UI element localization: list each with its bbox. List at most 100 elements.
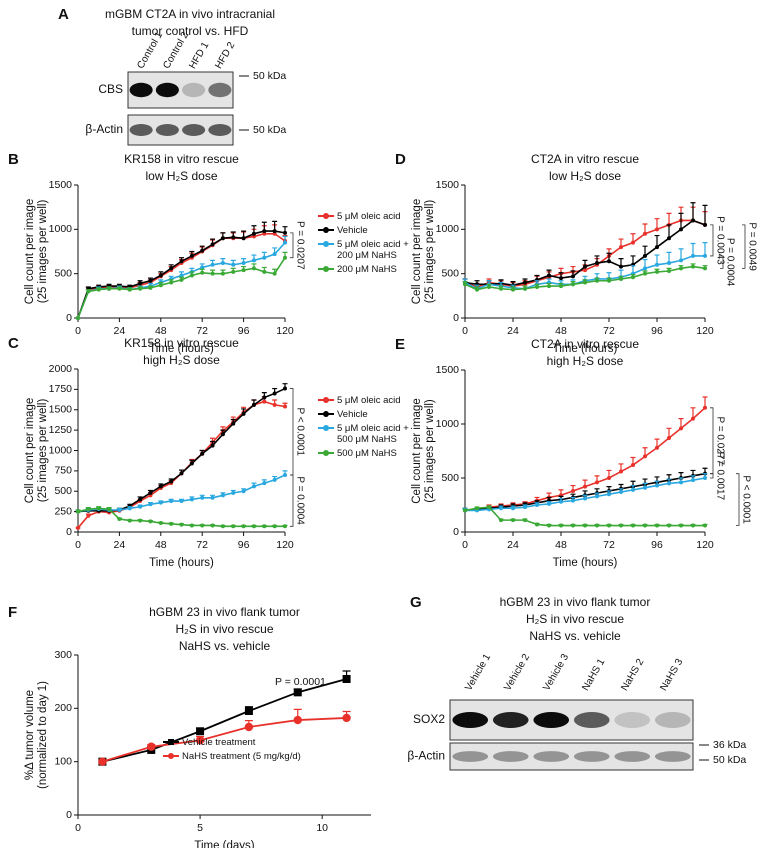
data-point (251, 484, 256, 489)
x-tick-label: 120 (696, 325, 714, 337)
x-tick-label: 48 (155, 539, 167, 551)
data-point (667, 261, 671, 266)
data-point (210, 443, 215, 448)
blot-title: mGBM CT2A in vivo intracranial (105, 7, 275, 21)
data-point (619, 264, 623, 269)
data-point (158, 521, 163, 526)
data-point (571, 523, 575, 528)
data-point (86, 289, 91, 294)
legend-label: 5 μM oleic acid + 200 μM NaHS (337, 239, 409, 261)
data-point (200, 270, 205, 275)
data-point (148, 490, 153, 495)
error-bar (690, 202, 696, 221)
lane-label: Vehicle 1 (463, 652, 493, 693)
data-point (643, 523, 647, 528)
legend-key-dot (323, 410, 329, 417)
data-point (158, 500, 163, 505)
data-point (643, 485, 647, 490)
data-point (220, 524, 225, 529)
data-point (523, 280, 527, 285)
y-tick-label: 1500 (436, 364, 460, 376)
data-point (655, 483, 659, 488)
significance-bracket (290, 232, 294, 259)
data-point (511, 287, 515, 292)
blot-band (492, 712, 529, 728)
x-tick-label: 0 (462, 325, 468, 337)
data-point (679, 480, 683, 485)
data-point (96, 506, 101, 511)
chart-title: KR158 in vitro rescue (124, 152, 239, 166)
data-point (535, 522, 539, 527)
data-point (262, 255, 267, 260)
data-point (691, 523, 695, 528)
data-point (547, 273, 551, 278)
data-point (523, 518, 527, 523)
chart-title: high H₂S dose (143, 353, 220, 367)
data-point (189, 523, 194, 528)
data-point (643, 454, 647, 459)
y-tick-label: 300 (54, 649, 72, 661)
data-point (499, 506, 503, 511)
lane-label: NaHS 1 (580, 657, 607, 693)
blot-box (449, 699, 694, 741)
blot-band (654, 751, 691, 762)
x-tick-label: 24 (507, 325, 519, 337)
data-point (583, 496, 587, 501)
data-point (667, 481, 671, 486)
y-tick-label: 0 (66, 526, 72, 538)
data-point (571, 282, 575, 287)
x-tick-label: 10 (316, 822, 328, 834)
data-point (210, 262, 215, 267)
data-point (262, 229, 267, 234)
data-point (619, 469, 623, 474)
data-point (220, 271, 225, 276)
data-point (691, 264, 695, 269)
data-point (283, 404, 287, 409)
blot-band (208, 82, 232, 98)
error-bar (678, 212, 684, 230)
data-point (535, 503, 539, 507)
y-tick-label: 500 (441, 472, 459, 484)
blot-band (614, 712, 651, 728)
data-point (559, 523, 563, 528)
data-point (631, 487, 635, 492)
data-point (241, 489, 246, 494)
x-tick-label: 96 (238, 325, 250, 337)
data-point (169, 521, 174, 526)
data-point (200, 265, 205, 270)
blot-band (573, 751, 610, 762)
data-point (220, 236, 225, 241)
legend-entry: Vehicle (318, 225, 418, 236)
x-axis-label: Time (hours) (149, 557, 214, 569)
data-point (463, 282, 467, 287)
data-point (138, 497, 143, 502)
panel-letter: F (8, 604, 17, 621)
legend-label: 500 μM NaHS (337, 448, 397, 459)
data-point (293, 715, 302, 725)
x-axis-label: Time (hours) (149, 343, 214, 355)
legend-key (318, 448, 334, 456)
significance-bracket (736, 473, 740, 526)
y-tick-label: 500 (54, 267, 72, 279)
data-point (251, 258, 256, 263)
panel-letter: D (395, 151, 406, 168)
legend-entry: 5 μM oleic acid (318, 395, 418, 406)
data-point (691, 416, 695, 421)
panel-letter: B (8, 151, 19, 168)
data-point (251, 231, 256, 236)
data-point (655, 262, 659, 267)
x-tick-label: 48 (155, 325, 167, 337)
legend-key (318, 211, 334, 219)
blot-band (654, 712, 691, 728)
data-point (679, 426, 683, 431)
data-point (583, 268, 587, 273)
row-label: CBS (98, 82, 123, 96)
x-tick-label: 0 (75, 822, 81, 834)
data-point (117, 286, 122, 291)
data-point (631, 463, 635, 468)
y-tick-label: 0 (453, 526, 459, 538)
data-point (293, 688, 302, 697)
x-tick-label: 96 (651, 539, 663, 551)
data-point (272, 477, 277, 482)
data-point (200, 495, 205, 500)
